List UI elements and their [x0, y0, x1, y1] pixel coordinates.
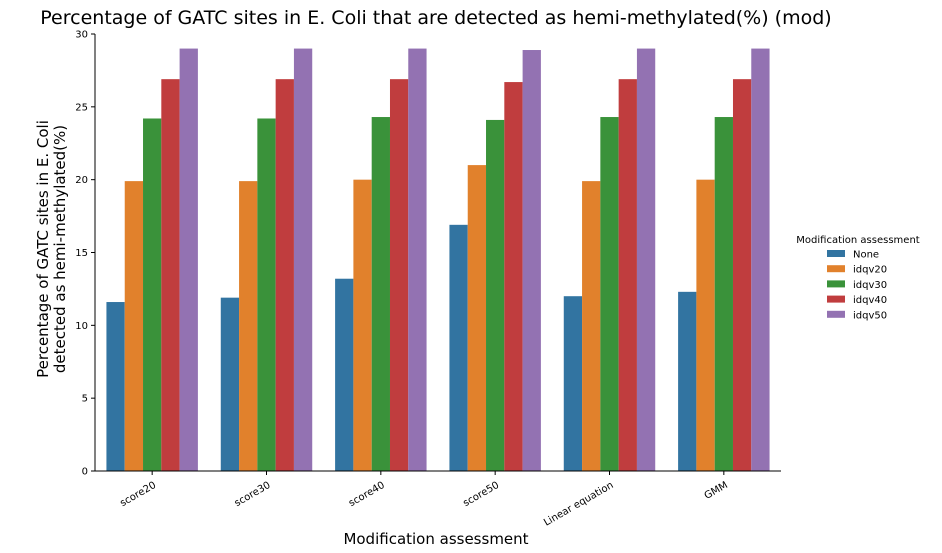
bar-score20-idqv50 [179, 48, 198, 471]
y-tick-label: 5 [82, 394, 88, 405]
bar-linear-equation-idqv40 [618, 79, 637, 471]
series-None [106, 224, 697, 471]
y-axis-label-line-2: detected as hemi-methylated(%) [51, 125, 69, 373]
bar-score20-idqv40 [161, 79, 180, 471]
chart-title: Percentage of GATC sites in E. Coli that… [40, 7, 831, 29]
x-tick-label: GMM [703, 480, 730, 502]
x-tick-label: score50 [461, 480, 501, 509]
legend-swatch-idqv20 [827, 265, 845, 273]
bar-score20-none [106, 302, 125, 471]
bar-linear-equation-none [563, 296, 583, 471]
legend-swatch-none [827, 250, 845, 257]
series-idqv40 [161, 79, 752, 471]
series-idqv50 [179, 48, 770, 472]
bar-score30-idqv40 [275, 79, 294, 471]
bar-score50-idqv30 [486, 119, 505, 471]
x-tick-label: Linear equation [542, 480, 615, 529]
legend-label-none: None [853, 250, 879, 261]
bar-score30-none [220, 297, 240, 471]
bar-score30-idqv30 [257, 118, 276, 472]
plot-area: 0 5 10 15 20 25 30 score20 score30 score40 score50… [75, 30, 781, 529]
x-tick-label: score40 [347, 480, 387, 509]
bar-score40-idqv20 [353, 179, 372, 472]
legend-label-idqv50: idqv50 [853, 310, 887, 321]
legend-swatch-idqv50 [827, 310, 845, 318]
bar-linear-equation-idqv20 [582, 181, 601, 471]
bar-gmm-idqv30 [714, 117, 733, 471]
bar-score40-idqv50 [408, 48, 427, 471]
bar-score30-idqv50 [293, 48, 313, 471]
bar-gmm-idqv20 [696, 179, 715, 472]
bar-linear-equation-idqv50 [636, 48, 656, 471]
bar-score50-none [449, 224, 468, 471]
y-tick-label: 25 [75, 102, 88, 113]
bar-score40-none [335, 278, 354, 471]
bar-linear-equation-idqv30 [600, 117, 619, 471]
legend-swatch-idqv40 [827, 295, 845, 303]
y-tick-label: 10 [75, 321, 88, 332]
legend-label-idqv30: idqv30 [853, 280, 887, 291]
x-tick-label: score20 [118, 480, 158, 509]
legend-title: Modification assessment [796, 235, 919, 246]
bar-gmm-idqv40 [732, 79, 752, 471]
series-idqv20 [124, 165, 715, 472]
bar-score20-idqv20 [124, 181, 144, 471]
y-tick-label: 20 [75, 175, 88, 186]
y-axis-label-line-1: Percentage of GATC sites in E. Coli [34, 120, 52, 378]
bar-score50-idqv50 [522, 50, 541, 472]
y-axis-label: Percentage of GATC sites in E. Coli dete… [34, 120, 69, 378]
x-tick-label: score30 [233, 480, 273, 509]
y-tick-label: 30 [75, 30, 88, 41]
bar-gmm-idqv50 [751, 48, 770, 471]
bar-score50-idqv20 [467, 165, 487, 471]
legend: Modification assessment None idqv20 idqv30 i… [796, 235, 919, 321]
bar-score40-idqv40 [389, 79, 409, 471]
bar-score30-idqv20 [239, 181, 258, 471]
bar-score50-idqv40 [504, 82, 523, 471]
y-tick-label: 15 [75, 248, 88, 259]
series-idqv30 [143, 117, 733, 472]
bar-score20-idqv30 [143, 118, 162, 472]
bar-gmm-none [678, 291, 697, 471]
legend-label-idqv40: idqv40 [853, 295, 887, 306]
y-tick-label: 0 [82, 467, 88, 478]
x-axis-label: Modification assessment [343, 530, 528, 548]
bar-score40-idqv30 [371, 117, 390, 471]
legend-label-idqv20: idqv20 [853, 265, 887, 276]
legend-swatch-idqv30 [827, 280, 845, 288]
